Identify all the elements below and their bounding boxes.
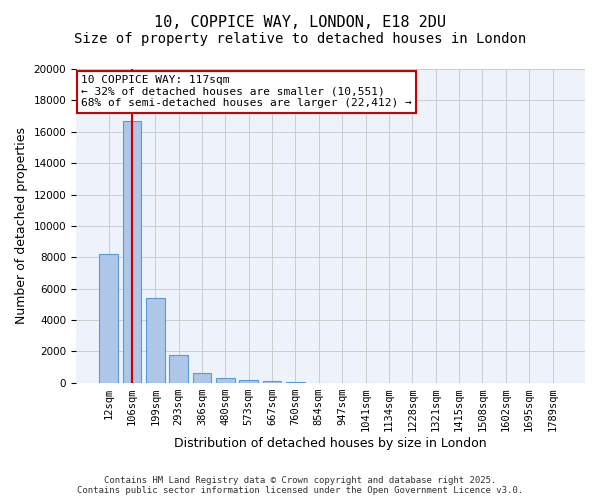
Bar	[193, 373, 211, 383]
Bar	[169, 354, 188, 383]
Text: Size of property relative to detached houses in London: Size of property relative to detached ho…	[74, 32, 526, 46]
Bar	[122, 121, 141, 383]
Bar	[99, 254, 118, 383]
Bar	[146, 298, 164, 383]
Text: 10, COPPICE WAY, LONDON, E18 2DU: 10, COPPICE WAY, LONDON, E18 2DU	[154, 15, 446, 30]
X-axis label: Distribution of detached houses by size in London: Distribution of detached houses by size …	[174, 437, 487, 450]
Text: Contains HM Land Registry data © Crown copyright and database right 2025.
Contai: Contains HM Land Registry data © Crown c…	[77, 476, 523, 495]
Y-axis label: Number of detached properties: Number of detached properties	[15, 128, 28, 324]
Bar	[239, 380, 258, 383]
Bar	[286, 382, 305, 383]
Bar	[216, 378, 235, 383]
Bar	[263, 382, 281, 383]
Text: 10 COPPICE WAY: 117sqm
← 32% of detached houses are smaller (10,551)
68% of semi: 10 COPPICE WAY: 117sqm ← 32% of detached…	[81, 76, 412, 108]
